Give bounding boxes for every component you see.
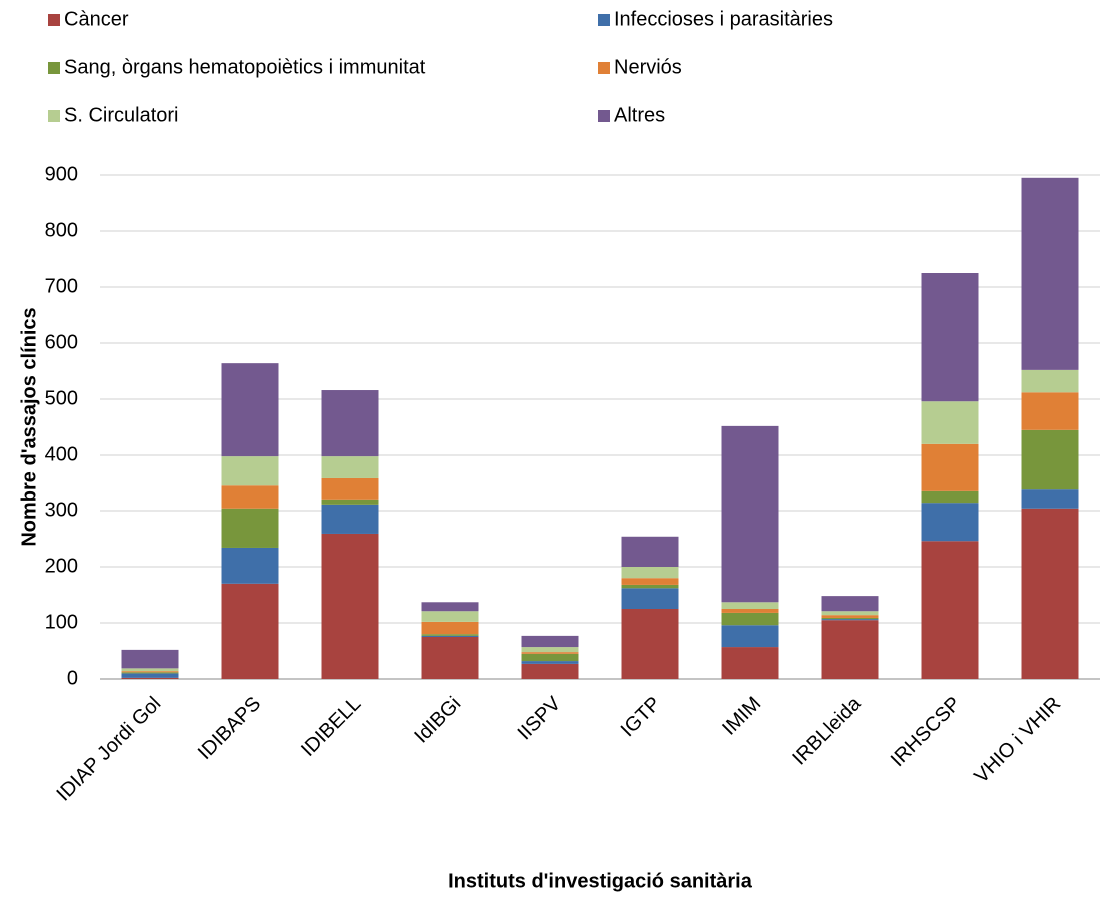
bar-segment: [221, 547, 279, 584]
bar-segment: [1021, 392, 1079, 430]
bar-segment: [921, 443, 979, 491]
bar-segment: [821, 617, 879, 620]
bar-segment: [1021, 177, 1079, 370]
y-tick-label: 300: [45, 499, 78, 521]
bar-segment: [821, 596, 879, 612]
bar-segment: [921, 401, 979, 444]
bar-segment: [321, 499, 379, 505]
bar-segment: [821, 615, 879, 618]
bar-segment: [121, 671, 179, 673]
legend-label: Nerviós: [614, 56, 682, 78]
bar-segment: [221, 583, 279, 679]
bar-segment: [721, 612, 779, 626]
bar-segment: [721, 425, 779, 603]
bar-segment: [621, 567, 679, 579]
y-axis-title: Nombre d'assajos clínics: [18, 307, 40, 546]
bar-segment: [821, 611, 879, 616]
x-tick-label: IdIBGi: [410, 693, 465, 748]
bar-segment: [1021, 508, 1079, 679]
legend-swatch: [48, 14, 60, 26]
bar-segment: [621, 588, 679, 609]
y-tick-label: 100: [45, 611, 78, 633]
legend-swatch: [48, 62, 60, 74]
x-tick-label: IISPV: [514, 692, 566, 744]
bar-segment: [421, 634, 479, 636]
bar-segment: [621, 578, 679, 585]
bar-segment: [921, 273, 979, 402]
bar-segment: [821, 620, 879, 679]
bar-segment: [421, 621, 479, 635]
bar-segment: [221, 508, 279, 548]
bar-segment: [1021, 429, 1079, 490]
y-tick-label: 200: [45, 555, 78, 577]
y-tick-label: 0: [67, 667, 78, 689]
x-tick-label: IRHSCSP: [887, 693, 965, 771]
x-tick-label: IDIAP Jordi Gol: [53, 693, 166, 806]
bar-segment: [221, 456, 279, 486]
bar-segment: [321, 456, 379, 478]
bar-segment: [321, 504, 379, 534]
bar-segment: [521, 652, 579, 654]
legend-label: S. Circulatori: [64, 104, 178, 126]
bar-segment: [621, 609, 679, 679]
bar-segment: [421, 635, 479, 637]
bar-segment: [521, 661, 579, 664]
bar-segment: [521, 663, 579, 679]
bar-segment: [221, 363, 279, 457]
bar-segment: [921, 490, 979, 504]
bar-segment: [921, 541, 979, 679]
legend-swatch: [48, 110, 60, 122]
bar-segment: [121, 677, 179, 679]
legend-label: Càncer: [64, 8, 129, 30]
bar-segment: [321, 390, 379, 457]
x-tick-label: IRBLleida: [788, 692, 865, 769]
y-tick-label: 600: [45, 331, 78, 353]
legend-swatch: [598, 110, 610, 122]
bar-segment: [421, 611, 479, 622]
bar-segment: [521, 653, 579, 662]
legend-swatch: [598, 62, 610, 74]
x-axis-title: Instituts d'investigació sanitària: [448, 870, 753, 892]
bar-segment: [421, 637, 479, 679]
bar-segment: [421, 602, 479, 612]
bar-segment: [821, 619, 879, 621]
bar-segment: [521, 647, 579, 653]
bar-segment: [121, 673, 179, 678]
legend-label: Infeccioses i parasitàries: [614, 8, 833, 30]
legend-label: Sang, òrgans hematopoiètics i immunitat: [64, 56, 426, 78]
bar-segment: [1021, 369, 1079, 393]
x-tick-label: VHIO i VHIR: [970, 693, 1065, 788]
bar-segment: [621, 584, 679, 589]
y-tick-label: 400: [45, 443, 78, 465]
y-tick-label: 800: [45, 219, 78, 241]
bar-segment: [721, 625, 779, 648]
bar-segment: [321, 477, 379, 500]
bar-segment: [721, 609, 779, 613]
bar-segment: [921, 503, 979, 542]
bar-segment: [121, 649, 179, 669]
x-tick-label: IDIBAPS: [194, 693, 265, 764]
x-tick-label: IDIBELL: [297, 693, 365, 761]
y-tick-label: 700: [45, 275, 78, 297]
x-tick-label: IGTP: [617, 693, 666, 742]
bar-segment: [1021, 489, 1079, 509]
y-tick-label: 500: [45, 387, 78, 409]
y-tick-label: 900: [45, 163, 78, 185]
x-tick-label: IMIM: [718, 693, 765, 740]
bar-segment: [121, 668, 179, 672]
bar-segment: [221, 485, 279, 509]
bar-segment: [121, 672, 179, 674]
legend-swatch: [598, 14, 610, 26]
legend-label: Altres: [614, 104, 665, 126]
bar-segment: [721, 647, 779, 679]
bar-segment: [721, 602, 779, 609]
bar-segment: [521, 635, 579, 648]
bar-segment: [321, 533, 379, 679]
bar-segment: [621, 536, 679, 567]
